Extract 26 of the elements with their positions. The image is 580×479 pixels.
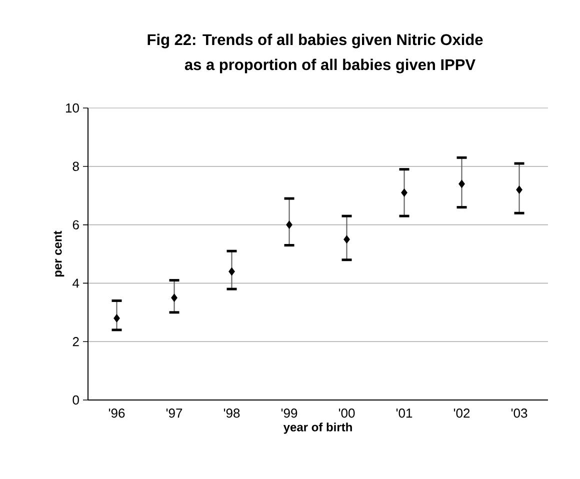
- point: [401, 188, 408, 197]
- point: [286, 220, 292, 229]
- y-tick-label: 2: [72, 337, 79, 346]
- point: [516, 186, 522, 194]
- x-tick-label: '01: [396, 408, 412, 418]
- point: [171, 294, 178, 302]
- chart-title: Fig 22: Trends of all babies given Nitric Oxide: [148, 34, 483, 48]
- y-axis-title: per cent: [54, 230, 64, 277]
- point: [344, 235, 350, 244]
- x-axis-title: year of birth: [283, 422, 352, 434]
- chart-subtitle: as a proportion of all babies given IPPV: [184, 58, 476, 74]
- y-tick-label: 6: [72, 220, 79, 230]
- x-tick-label: '97: [166, 408, 182, 418]
- y-tick-label: 8: [72, 162, 79, 171]
- y-tick-label: 10: [66, 103, 79, 113]
- y-tick-label: 4: [72, 278, 80, 288]
- x-tick-label: '03: [511, 408, 528, 418]
- x-tick-label: '02: [454, 408, 470, 418]
- x-tick-label: '96: [108, 408, 125, 418]
- x-tick-label: '98: [224, 408, 240, 418]
- point: [228, 267, 235, 276]
- x-tick-label: '99: [281, 408, 298, 418]
- y-tick-label: 0: [72, 395, 79, 405]
- point: [114, 314, 120, 322]
- x-tick-label: '00: [338, 408, 355, 418]
- point: [458, 180, 465, 188]
